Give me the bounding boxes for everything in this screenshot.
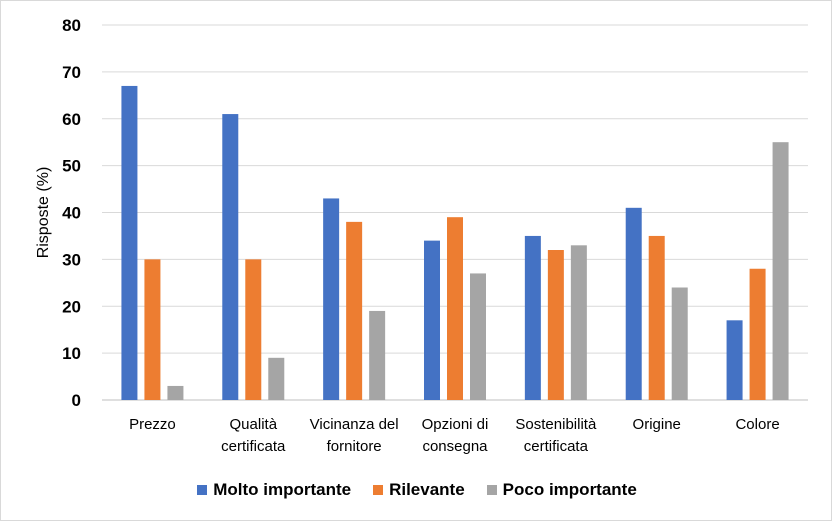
legend-label: Poco importante bbox=[502, 480, 637, 499]
y-axis-ticks: 0 10 20 30 40 50 60 70 80 bbox=[62, 16, 81, 410]
bar bbox=[726, 320, 743, 400]
x-category-label: Sostenibilità certificata bbox=[515, 416, 597, 455]
legend-label: Molto importante bbox=[213, 480, 352, 499]
bar bbox=[323, 198, 340, 400]
bar bbox=[424, 240, 440, 400]
y-tick-label: 10 bbox=[62, 344, 81, 363]
bar bbox=[570, 245, 587, 400]
y-tick-label: 50 bbox=[62, 157, 81, 176]
legend-swatch bbox=[486, 485, 497, 495]
x-category-label: Origine bbox=[633, 416, 681, 433]
y-tick-label: 70 bbox=[62, 63, 81, 82]
y-tick-label: 40 bbox=[62, 204, 81, 223]
legend-item: Poco importante bbox=[486, 480, 637, 500]
x-category-label: Colore bbox=[735, 416, 779, 433]
bar bbox=[144, 259, 161, 400]
legend-item: Molto importante bbox=[197, 480, 351, 500]
bar bbox=[470, 273, 486, 400]
legend-swatch bbox=[373, 485, 384, 495]
bar bbox=[167, 385, 184, 400]
x-category-label: Vicinanza del fornitore bbox=[310, 416, 399, 455]
x-category-label: Opzioni di consegna bbox=[422, 416, 489, 455]
bar bbox=[547, 250, 564, 400]
legend-label: Rilevante bbox=[389, 480, 465, 499]
x-axis-labels: Prezzo Qualità certificata Vicinanza del for… bbox=[129, 416, 780, 455]
gridlines bbox=[102, 24, 808, 401]
bar bbox=[524, 235, 541, 400]
bar bbox=[447, 217, 463, 400]
bar bbox=[625, 207, 642, 400]
y-axis-title: Risposte (%) bbox=[35, 167, 52, 259]
bar bbox=[222, 114, 239, 400]
y-tick-label: 0 bbox=[72, 391, 81, 410]
bar bbox=[245, 259, 262, 400]
y-tick-label: 60 bbox=[62, 110, 81, 129]
y-tick-label: 20 bbox=[62, 297, 81, 316]
bar bbox=[671, 287, 688, 400]
bars bbox=[121, 85, 789, 400]
bar bbox=[346, 221, 363, 400]
bar bbox=[749, 268, 766, 400]
bar bbox=[648, 235, 665, 400]
y-tick-label: 30 bbox=[62, 250, 81, 269]
bar-chart: 0 10 20 30 40 50 60 70 80 Risposte (%) Prezzo Qua… bbox=[35, 16, 808, 455]
y-tick-label: 80 bbox=[62, 16, 81, 35]
x-category-label: Qualità certificata bbox=[221, 416, 286, 455]
legend-item: Rilevante bbox=[373, 480, 465, 500]
bar bbox=[369, 310, 386, 400]
x-category-label: Prezzo bbox=[129, 416, 176, 433]
legend-swatch bbox=[197, 485, 208, 495]
bar bbox=[772, 142, 789, 400]
bar bbox=[121, 85, 138, 400]
bar bbox=[268, 357, 285, 400]
legend: Molto importante Rilevante Poco importante bbox=[1, 480, 832, 500]
